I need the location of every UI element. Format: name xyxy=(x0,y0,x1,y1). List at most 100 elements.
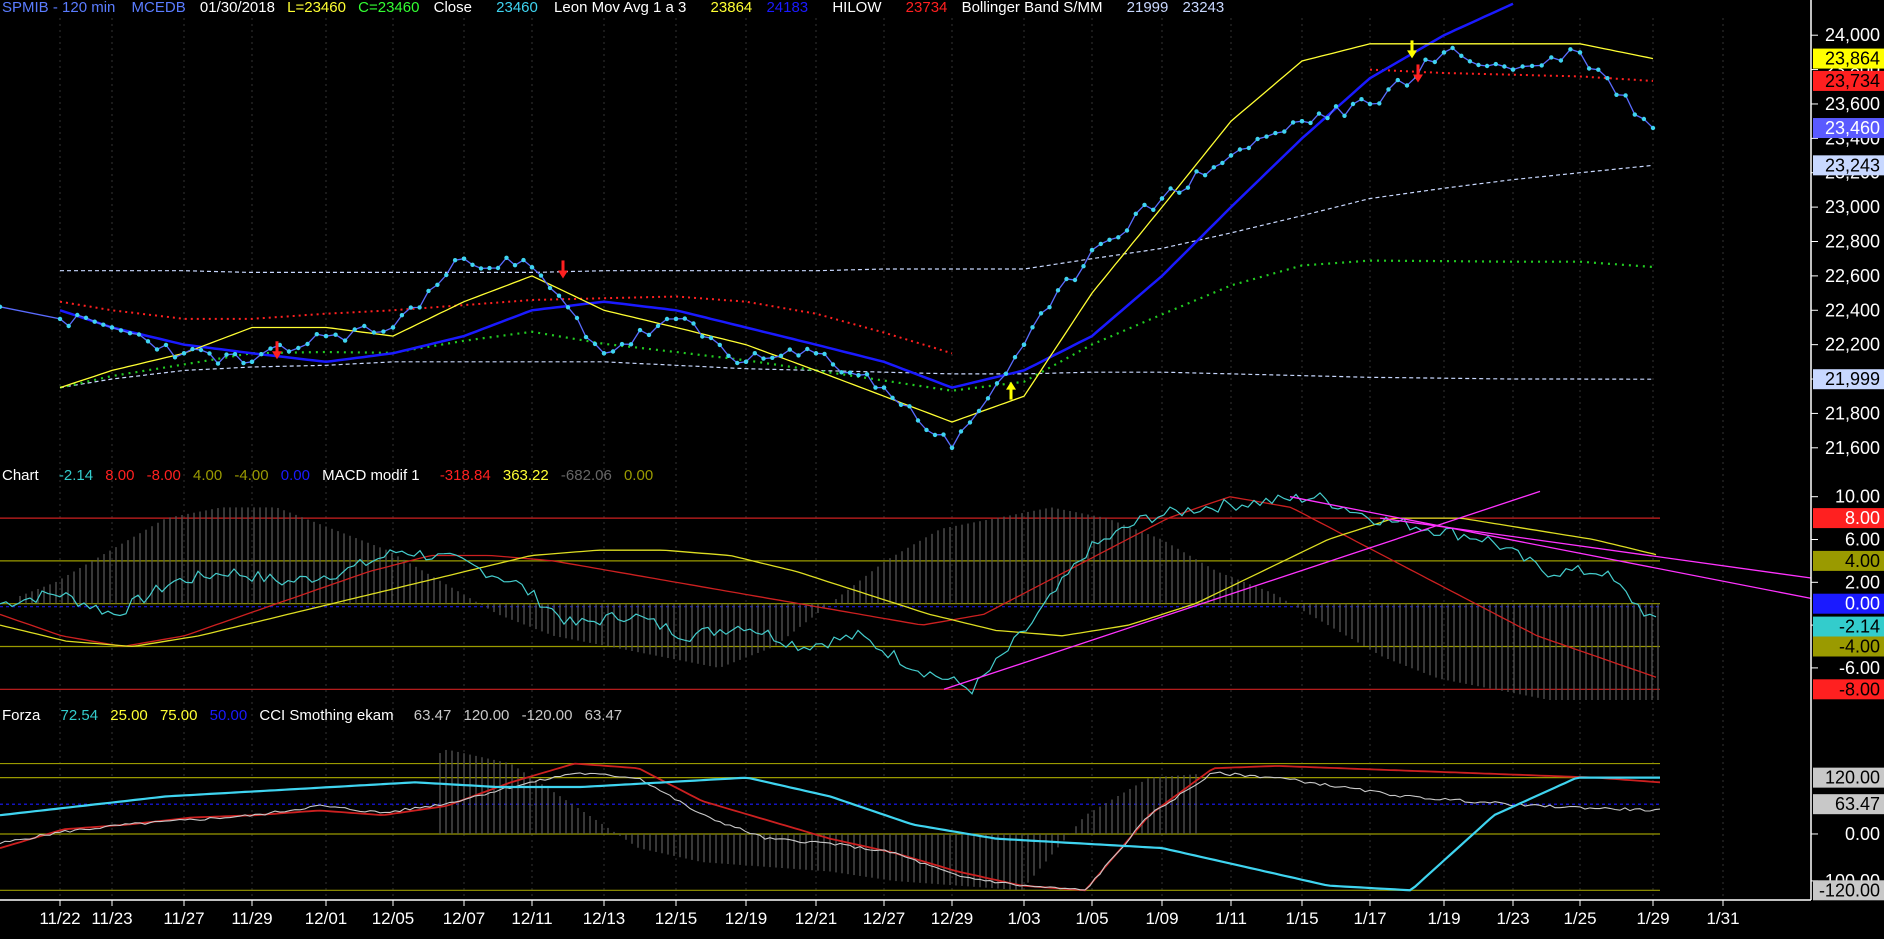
x-tick-label: 12/27 xyxy=(863,909,906,928)
header-symbol: SPMIB - 120 min xyxy=(2,0,115,16)
close-point xyxy=(399,313,405,318)
close-point xyxy=(333,332,338,337)
close-point xyxy=(538,273,544,278)
close-point xyxy=(646,332,652,338)
close-point xyxy=(619,341,625,347)
close-point xyxy=(1596,67,1601,72)
close-point xyxy=(1493,61,1499,67)
cci-header-c1: 63.47 xyxy=(414,707,452,724)
close-point xyxy=(1359,97,1364,102)
close-point xyxy=(145,339,151,344)
signal-arrow xyxy=(558,260,568,279)
macd-tag: -2.14 xyxy=(1813,616,1884,637)
price-tag-bg xyxy=(1813,118,1884,139)
close-point xyxy=(778,353,784,358)
close-point xyxy=(512,263,518,268)
close-point xyxy=(101,322,106,327)
close-point xyxy=(1605,76,1610,81)
close-point xyxy=(1064,276,1069,282)
close-point xyxy=(259,352,264,357)
close-point xyxy=(1650,125,1656,131)
close-point xyxy=(1568,47,1573,52)
close-point xyxy=(296,345,301,351)
macd-tag-label: -4.00 xyxy=(1839,637,1880,657)
close-point xyxy=(1367,101,1373,107)
close-point xyxy=(610,349,616,354)
close-point xyxy=(976,408,982,414)
close-point xyxy=(1282,129,1287,134)
close-point xyxy=(207,351,212,356)
close-point xyxy=(958,429,964,434)
x-tick-label: 12/15 xyxy=(655,909,698,928)
close-point xyxy=(1641,116,1647,122)
cci-header-v3: 75.00 xyxy=(160,707,198,724)
x-tick-label: 11/23 xyxy=(91,909,132,928)
close-point xyxy=(1342,113,1347,119)
close-point xyxy=(0,304,3,309)
cci-tag-bg xyxy=(1813,880,1884,901)
cci-grey-line xyxy=(0,771,1661,891)
cci-tag-label: 120.00 xyxy=(1825,768,1880,788)
close-point xyxy=(682,316,687,321)
y-tick-label: 23,000 xyxy=(1825,197,1880,217)
close-point xyxy=(830,362,836,367)
price-header: SPMIB - 120 min MCEDB 01/30/2018 L=23460… xyxy=(2,0,1224,16)
macd-tag: 4.00 xyxy=(1813,550,1884,571)
y-tick-label: -6.00 xyxy=(1839,658,1880,678)
macd-header-v4: 4.00 xyxy=(193,467,222,484)
close-point xyxy=(574,315,580,321)
macd-header-v5: -4.00 xyxy=(234,467,268,484)
leon-average-line xyxy=(59,43,1654,423)
close-point xyxy=(1202,173,1208,178)
cci-header-c3: -120.00 xyxy=(522,707,573,724)
x-tick-label: 11/27 xyxy=(163,909,204,928)
x-tick-label: 1/29 xyxy=(1636,909,1669,928)
close-point xyxy=(1549,55,1554,60)
close-point xyxy=(1423,57,1428,62)
close-point xyxy=(839,370,844,375)
macd-header-v2: 8.00 xyxy=(105,467,134,484)
macd-tag-label: 4.00 xyxy=(1845,551,1880,571)
price-tag: 23,460 xyxy=(1813,118,1884,139)
close-point xyxy=(390,325,396,330)
close-point xyxy=(735,360,740,366)
close-point xyxy=(224,352,229,357)
close-point xyxy=(1441,50,1447,55)
x-tick-label: 1/09 xyxy=(1145,909,1178,928)
y-tick-label: 0.00 xyxy=(1845,824,1880,844)
trendline xyxy=(1379,517,1812,579)
close-point xyxy=(1395,77,1401,83)
macd-tag-label: -8.00 xyxy=(1839,679,1880,699)
price-tag-label: 23,864 xyxy=(1825,49,1880,69)
macd-header-macd-label: MACD modif 1 xyxy=(322,467,420,484)
header-leon-label: Leon Mov Avg 1 a 3 xyxy=(554,0,686,16)
close-point xyxy=(726,353,731,358)
close-point xyxy=(864,372,870,377)
close-point xyxy=(1168,186,1173,191)
close-point xyxy=(601,351,607,356)
cci-header-c4: 63.47 xyxy=(585,707,623,724)
y-tick-label: 2.00 xyxy=(1845,572,1880,592)
close-point xyxy=(1081,264,1086,269)
x-tick-label: 1/31 xyxy=(1706,909,1739,928)
price-tag-bg xyxy=(1813,369,1884,390)
close-point xyxy=(655,323,661,329)
close-point xyxy=(592,341,598,347)
close-point xyxy=(118,328,124,333)
close-point xyxy=(408,305,413,310)
cci-tag-bg xyxy=(1813,794,1884,815)
close-point xyxy=(1021,342,1027,347)
x-tick-label: 12/13 xyxy=(583,909,626,928)
x-tick-label: 12/07 xyxy=(443,909,486,928)
x-tick-label: 12/11 xyxy=(511,909,552,928)
close-point xyxy=(565,305,571,310)
cci-header-v1: 72.54 xyxy=(61,707,99,724)
close-point xyxy=(362,323,367,329)
close-point xyxy=(277,342,282,348)
close-point xyxy=(352,327,357,332)
close-point xyxy=(1476,62,1481,68)
close-point xyxy=(915,418,921,423)
close-point xyxy=(664,316,670,322)
close-point xyxy=(770,355,775,360)
close-point xyxy=(504,255,509,260)
